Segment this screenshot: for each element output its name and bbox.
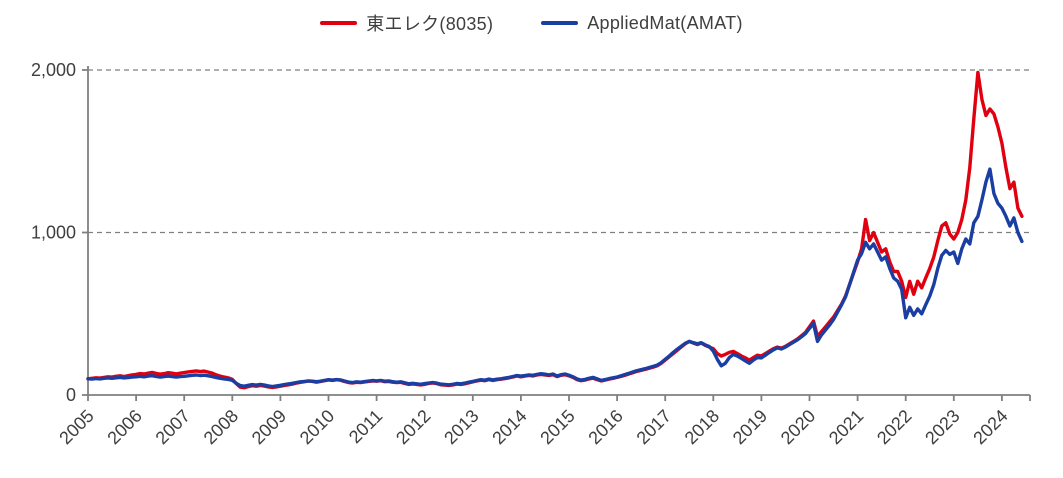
- x-tick-label: 2013: [440, 406, 482, 448]
- x-tick-label: 2017: [633, 406, 675, 448]
- legend-item-tokyo-electron: 東エレク(8035): [320, 10, 493, 36]
- x-tick-label: 2009: [248, 406, 290, 448]
- x-tick-label: 2008: [200, 406, 242, 448]
- x-tick-label: 2015: [536, 406, 578, 448]
- x-tick-label: 2018: [681, 406, 723, 448]
- y-tick-label: 2,000: [31, 60, 76, 80]
- legend-label-applied-materials: AppliedMat(AMAT): [587, 12, 743, 33]
- x-tick-label: 2016: [584, 406, 626, 448]
- y-tick-label: 0: [66, 385, 76, 405]
- legend-label-tokyo-electron: 東エレク(8035): [366, 14, 494, 34]
- legend-item-applied-materials: AppliedMat(AMAT): [541, 13, 743, 34]
- legend-line-swatch-blue: [541, 21, 579, 25]
- x-tick-label: 2007: [152, 406, 194, 448]
- x-tick-label: 2022: [873, 406, 915, 448]
- x-tick-label: 2012: [392, 406, 434, 448]
- series-line-applied-materials: [86, 167, 1024, 389]
- x-tick-label: 2021: [825, 406, 867, 448]
- x-tick-label: 2014: [488, 406, 530, 448]
- legend: 東エレク(8035) AppliedMat(AMAT): [0, 10, 1063, 36]
- x-tick-label: 2023: [921, 406, 963, 448]
- x-tick-label: 2006: [103, 406, 145, 448]
- x-tick-label: 2019: [729, 406, 771, 448]
- y-tick-label: 1,000: [31, 223, 76, 243]
- x-tick-label: 2011: [345, 406, 387, 448]
- x-tick-label: 2020: [777, 406, 819, 448]
- x-tick-label: 2005: [55, 406, 97, 448]
- legend-line-swatch-red: [320, 21, 358, 25]
- x-tick-label: 2024: [969, 406, 1011, 448]
- x-tick-label: 2010: [296, 406, 338, 448]
- series-line-tokyo-electron: [86, 70, 1024, 390]
